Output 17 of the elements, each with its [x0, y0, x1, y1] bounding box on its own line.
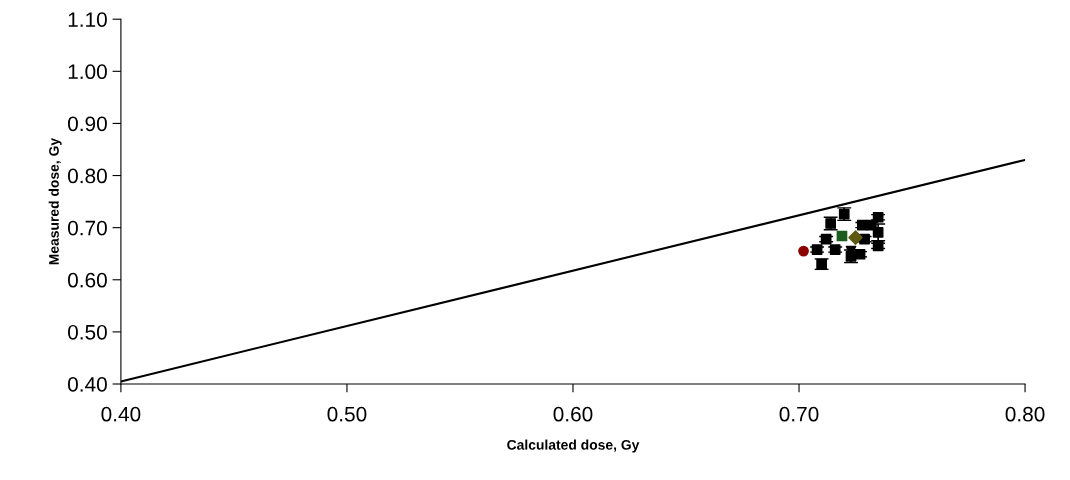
y-tick-label: 0.70	[67, 220, 107, 236]
y-tick-label: 0.50	[67, 324, 107, 340]
point	[848, 230, 863, 245]
y-tick-label: 0.60	[67, 272, 107, 288]
x-tick-label: 0.40	[101, 406, 141, 422]
x-tick-label: 0.60	[553, 406, 593, 422]
point	[798, 245, 809, 257]
y-tick-label: 1.00	[68, 64, 107, 80]
y-tick-label: 1.10	[68, 12, 107, 27]
x-tick-label: 0.50	[327, 406, 367, 422]
y-axis-title: Measured dose, Gy	[48, 137, 62, 265]
x-tick-label: 0.70	[779, 406, 819, 422]
x-axis-title: Calculated dose, Gy	[507, 439, 640, 453]
x-tick-label: 0.80	[1005, 406, 1045, 422]
y-tick-label: 0.90	[67, 116, 107, 132]
y-tick-label: 0.40	[67, 377, 107, 392]
y-tick-label: 0.80	[67, 168, 107, 184]
